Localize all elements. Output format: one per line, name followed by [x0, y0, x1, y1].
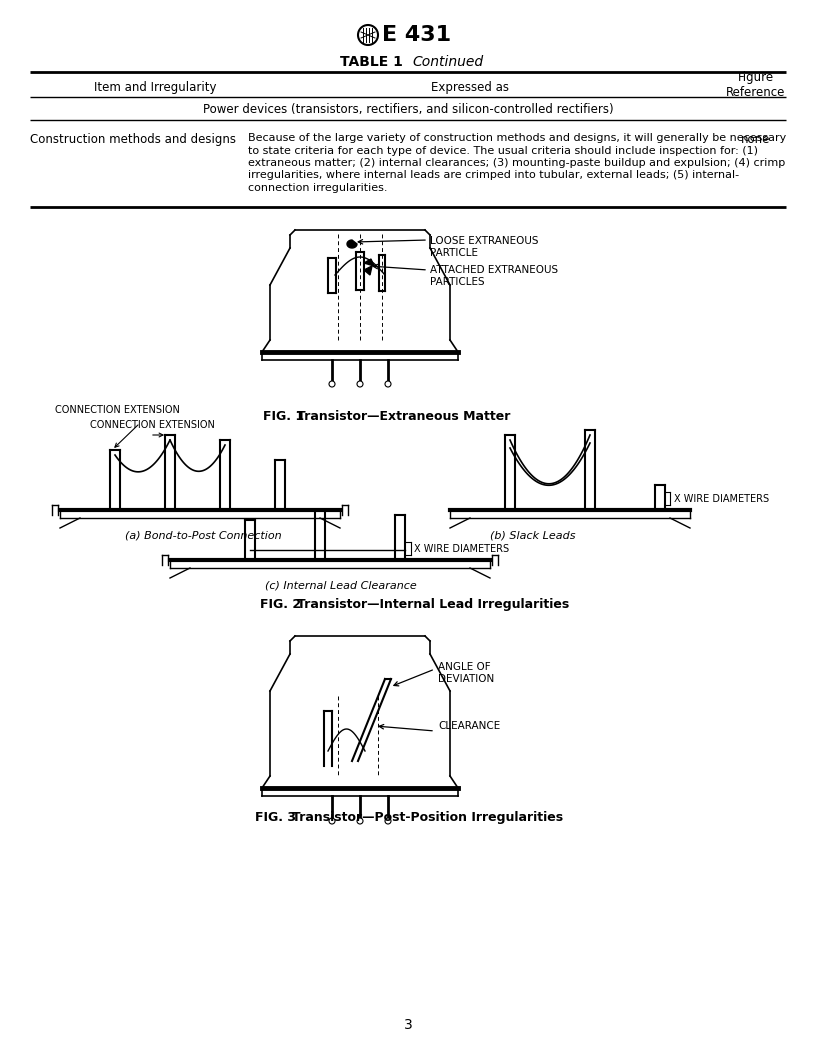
- Text: TABLE 1: TABLE 1: [340, 55, 403, 69]
- Text: Expressed as: Expressed as: [431, 80, 509, 94]
- Text: X WIRE DIAMETERS: X WIRE DIAMETERS: [414, 544, 509, 553]
- Circle shape: [385, 818, 391, 824]
- Text: Transistor—Post-Position Irregularities: Transistor—Post-Position Irregularities: [292, 811, 563, 824]
- Text: LOOSE EXTRANEOUS
PARTICLE: LOOSE EXTRANEOUS PARTICLE: [430, 235, 539, 258]
- Text: FIG. 3: FIG. 3: [255, 811, 296, 824]
- Text: Because of the large variety of construction methods and designs, it will genera: Because of the large variety of construc…: [248, 133, 787, 143]
- Text: CONNECTION EXTENSION: CONNECTION EXTENSION: [90, 420, 215, 430]
- Text: ANGLE OF
DEVIATION: ANGLE OF DEVIATION: [438, 662, 494, 683]
- Text: 3: 3: [404, 1018, 412, 1032]
- Text: CLEARANCE: CLEARANCE: [438, 721, 500, 731]
- Text: (a) Bond-to-Post Connection: (a) Bond-to-Post Connection: [125, 530, 282, 540]
- Text: to state criteria for each type of device. The usual criteria should include ins: to state criteria for each type of devic…: [248, 146, 758, 155]
- Text: Continued: Continued: [412, 55, 483, 69]
- Circle shape: [357, 818, 363, 824]
- Text: X WIRE DIAMETERS: X WIRE DIAMETERS: [674, 493, 769, 504]
- Text: Power devices (transistors, rectifiers, and silicon-controlled rectifiers): Power devices (transistors, rectifiers, …: [202, 103, 614, 116]
- Text: Transistor—Extraneous Matter: Transistor—Extraneous Matter: [297, 410, 510, 423]
- Circle shape: [357, 381, 363, 386]
- Circle shape: [329, 381, 335, 386]
- Polygon shape: [364, 266, 372, 275]
- Text: Figure
Reference: Figure Reference: [726, 71, 786, 99]
- Circle shape: [329, 818, 335, 824]
- Text: none: none: [741, 133, 770, 146]
- Circle shape: [385, 381, 391, 386]
- Text: Transistor—Internal Lead Irregularities: Transistor—Internal Lead Irregularities: [297, 598, 570, 611]
- Polygon shape: [364, 259, 374, 266]
- Text: irregularities, where internal leads are crimped into tubular, external leads; (: irregularities, where internal leads are…: [248, 170, 739, 181]
- Text: (b) Slack Leads: (b) Slack Leads: [490, 530, 575, 540]
- Polygon shape: [347, 240, 357, 248]
- Text: extraneous matter; (2) internal clearances; (3) mounting-paste buildup and expul: extraneous matter; (2) internal clearanc…: [248, 158, 785, 168]
- Text: CONNECTION EXTENSION: CONNECTION EXTENSION: [55, 406, 180, 415]
- Text: FIG. 2: FIG. 2: [260, 598, 301, 611]
- Text: Construction methods and designs: Construction methods and designs: [30, 133, 236, 146]
- Text: E 431: E 431: [382, 25, 451, 45]
- Text: Item and Irregularity: Item and Irregularity: [94, 80, 216, 94]
- Text: ATTACHED EXTRANEOUS
PARTICLES: ATTACHED EXTRANEOUS PARTICLES: [430, 265, 558, 286]
- Text: connection irregularities.: connection irregularities.: [248, 183, 388, 193]
- Text: (c) Internal Lead Clearance: (c) Internal Lead Clearance: [265, 580, 417, 590]
- Text: FIG. 1: FIG. 1: [263, 410, 304, 423]
